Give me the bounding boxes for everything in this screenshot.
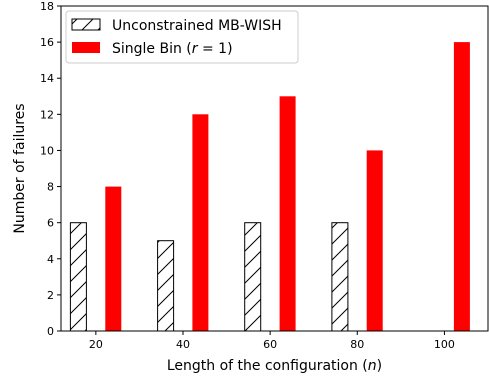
y-tick-label: 16	[40, 36, 54, 49]
x-tick-label: 20	[89, 338, 103, 351]
bar-series1-x80	[366, 150, 383, 331]
x-tick-label: 100	[434, 338, 455, 351]
y-tick-label: 8	[47, 181, 54, 194]
y-tick-label: 10	[40, 144, 54, 157]
y-tick-label: 2	[47, 289, 54, 302]
y-axis: 0 2 4 6 8 10 12 14 16 18	[40, 0, 61, 338]
plot-frame	[60, 5, 489, 332]
x-tick-label: 80	[350, 338, 364, 351]
x-tick-label: 40	[176, 338, 190, 351]
y-tick-label: 18	[40, 0, 54, 13]
x-tick-label: 60	[263, 338, 277, 351]
y-tick-label: 4	[47, 253, 54, 266]
x-axis-label: Length of the configuration (n)	[167, 358, 382, 374]
legend: Unconstrained MB-WISH Single Bin (r = 1)	[65, 10, 299, 64]
legend-frame	[65, 10, 299, 64]
y-tick-label: 6	[47, 217, 54, 230]
legend-label-unconstrained-mb-wish: Unconstrained MB-WISH	[112, 18, 282, 34]
bar-series1-x100	[453, 42, 470, 331]
bar-series0-x20	[69, 222, 87, 332]
bar-series0-x60	[244, 222, 262, 332]
legend-swatch-single-bin	[72, 42, 100, 53]
y-tick-label: 0	[47, 325, 54, 338]
bar-series1-x60	[279, 96, 296, 331]
bar-series0-x40	[157, 240, 175, 332]
y-axis-label: Number of failures	[12, 103, 28, 233]
legend-label-single-bin: Single Bin (r = 1)	[112, 41, 233, 57]
bars-group	[69, 42, 470, 332]
legend-swatch-unconstrained-mb-wish	[71, 18, 101, 31]
x-axis: 20 40 60 80 100	[89, 331, 455, 351]
bar-series0-x80	[331, 222, 349, 332]
bar-series1-x40	[192, 114, 209, 331]
bar-series1-x20	[105, 186, 122, 331]
y-tick-label: 12	[40, 108, 54, 121]
y-tick-label: 14	[40, 72, 54, 85]
